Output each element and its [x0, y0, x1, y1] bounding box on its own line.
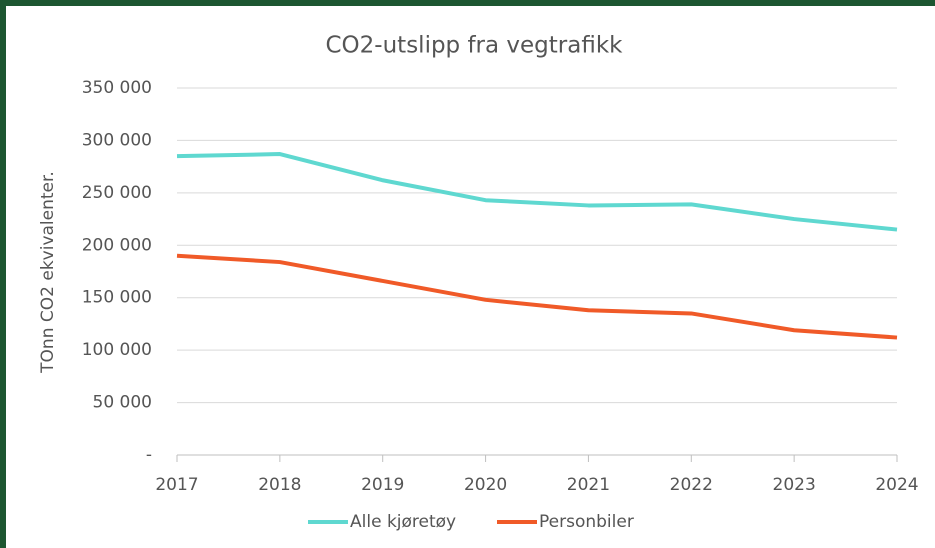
legend-label: Alle kjøretøy	[350, 512, 456, 532]
y-axis-label: TOnn CO2 ekvivalenter.	[38, 171, 58, 374]
series-line	[176, 253, 898, 340]
y-tick-label: 350 000	[82, 78, 152, 98]
y-tick-label: 50 000	[93, 393, 152, 413]
frame-left	[0, 0, 6, 548]
x-tick-label: 2023	[773, 475, 816, 495]
x-tick-label: 2024	[875, 475, 918, 495]
y-tick-label: 200 000	[82, 235, 152, 255]
x-tick-label: 2020	[464, 475, 507, 495]
series-line	[176, 152, 898, 232]
y-tick-label: 250 000	[82, 183, 152, 203]
legend-label: Personbiler	[539, 512, 634, 532]
y-tick-label: 150 000	[82, 288, 152, 308]
y-tick-label: 100 000	[82, 340, 152, 360]
x-tick-label: 2019	[361, 475, 404, 495]
x-tick-label: 2018	[258, 475, 301, 495]
chart-title: CO2-utslipp fra vegtrafikk	[326, 33, 624, 59]
x-tick-label: 2022	[670, 475, 713, 495]
x-tick-label: 2021	[567, 475, 610, 495]
x-tick-label: 2017	[155, 475, 198, 495]
frame-top	[0, 0, 935, 6]
y-tick-label: 300 000	[82, 130, 152, 150]
y-tick-label: -	[146, 445, 152, 465]
